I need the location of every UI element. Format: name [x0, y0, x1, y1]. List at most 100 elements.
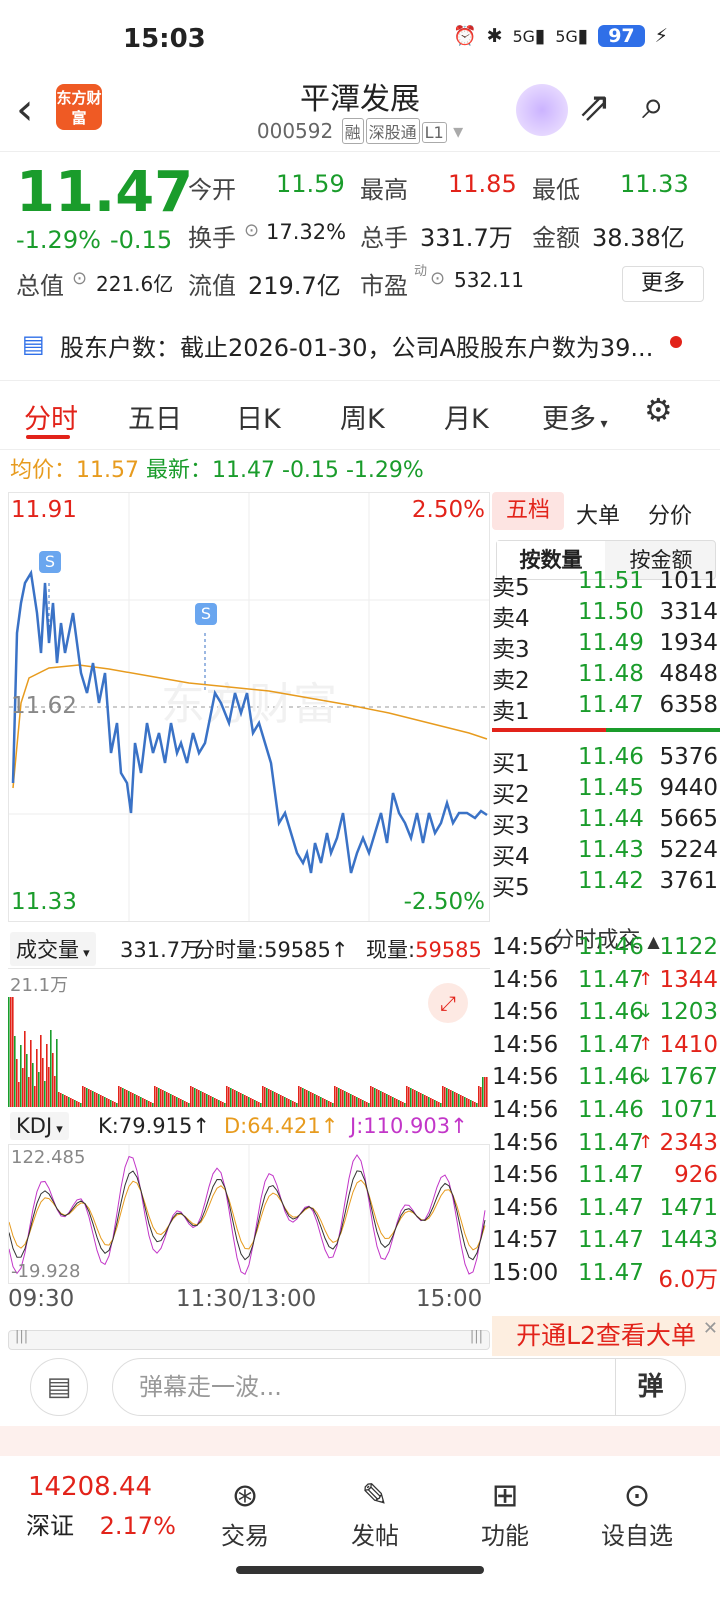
volume-bar	[282, 1096, 284, 1107]
trade-list-header[interactable]: 分时成交 ▲	[552, 928, 660, 953]
nav-post[interactable]: ✎ 发帖	[320, 1476, 430, 1551]
kdj-low: -19.928	[11, 1261, 81, 1282]
grid-icon: ⊞	[491, 1476, 519, 1514]
trade-time: 14:56	[492, 999, 559, 1026]
close-icon[interactable]: ✕	[702, 1318, 718, 1339]
order-level: 卖5	[492, 575, 530, 601]
low-value: 11.33	[620, 170, 689, 198]
volume-bar	[424, 1095, 426, 1107]
volume-bar	[470, 1100, 472, 1107]
low-label: 最低	[532, 176, 580, 204]
volume-bar	[124, 1089, 126, 1107]
volume-bar	[264, 1087, 266, 1107]
order-row: 卖2 11.48 4848	[492, 661, 720, 694]
tab-weekly[interactable]: 周K	[340, 404, 385, 435]
nav-add-watchlist[interactable]: ⊙ 设自选	[582, 1476, 692, 1551]
volume-bar	[166, 1092, 168, 1107]
time-start: 09:30	[8, 1286, 75, 1312]
volume-bar	[398, 1100, 400, 1107]
volume-bar	[50, 1030, 52, 1107]
danmu-settings-icon[interactable]: ▤	[30, 1358, 88, 1416]
volume-bar	[150, 1102, 152, 1107]
bluetooth-icon: ✱	[486, 24, 503, 47]
avg-price-line	[12, 664, 488, 789]
sell-marker-icon[interactable]: S	[39, 551, 61, 573]
tab-big-orders[interactable]: 大单	[576, 504, 621, 529]
volume-bar	[486, 1077, 488, 1107]
order-qty: 3314	[659, 599, 718, 625]
trade-arrow: ↑	[638, 968, 654, 990]
more-button[interactable]: 更多	[622, 266, 704, 302]
tab-monthly[interactable]: 月K	[444, 404, 489, 435]
app-logo: 东方财富	[56, 84, 102, 130]
volume-bar	[268, 1089, 270, 1107]
volume-bar	[354, 1096, 356, 1107]
nav-trade[interactable]: ⊛ 交易	[190, 1476, 300, 1551]
danmu-input[interactable]: 弹幕走一波... 弹	[112, 1358, 686, 1416]
volume-bar	[142, 1098, 144, 1107]
avg-pct: -1.29%	[345, 458, 424, 483]
scroll-handle-left[interactable]: |||	[15, 1329, 29, 1344]
kdj-indicator-select[interactable]: KDJ ▾	[10, 1112, 69, 1140]
danmu-send-button[interactable]: 弹	[615, 1359, 685, 1415]
volume-bar	[52, 1053, 54, 1107]
expand-icon[interactable]: ⤢	[428, 983, 468, 1023]
nav-functions[interactable]: ⊞ 功能	[450, 1476, 560, 1551]
tab-price-dist[interactable]: 分价	[648, 504, 693, 529]
volume-bar	[270, 1090, 272, 1107]
volume-bar	[198, 1090, 200, 1107]
scroll-handle-right[interactable]: |||	[469, 1329, 483, 1344]
trade-arrow: ↑	[638, 1033, 654, 1055]
volume-bar	[102, 1096, 104, 1107]
volume-bar	[22, 1068, 24, 1107]
volume-bar	[386, 1094, 388, 1107]
volume-bar	[28, 1077, 30, 1107]
info-icon[interactable]: ⊙	[72, 268, 88, 289]
volume-bar	[314, 1094, 316, 1107]
info-icon[interactable]: ⊙	[244, 220, 260, 241]
chart-tabs: 分时 五日 日K 周K 月K 更多 ▾ ⚙	[0, 380, 720, 450]
volume-bar	[132, 1093, 134, 1107]
volume-bar	[204, 1093, 206, 1107]
tab-more[interactable]: 更多 ▾	[542, 404, 608, 435]
fs-volume-label: 分时量:	[194, 938, 265, 962]
bid-ask-divider	[492, 728, 720, 732]
sell-marker-icon[interactable]: S	[195, 603, 217, 625]
notice-bar[interactable]: ▤ 股东户数：截止2026-01-30，公司A股股东户数为39...	[0, 320, 720, 380]
volume-bar	[256, 1101, 258, 1107]
order-row: 卖3 11.49 1934	[492, 630, 720, 663]
intraday-chart[interactable]: 东方财富 S S 11.91 2.50% 11.62 11.33 -2.50%	[8, 492, 490, 922]
volume-bar	[54, 1076, 56, 1107]
volume-bar	[320, 1097, 322, 1107]
info-icon[interactable]: ⊙	[430, 268, 446, 289]
order-price: 11.47	[578, 692, 644, 718]
volume-bar	[436, 1101, 438, 1107]
order-level: 买4	[492, 844, 530, 870]
volume-bar	[188, 1103, 190, 1107]
by-quantity-button[interactable]: 按数量	[497, 541, 605, 579]
tab-5day[interactable]: 五日	[128, 404, 182, 435]
volume-bar	[62, 1094, 64, 1107]
search-icon[interactable]: ⌕	[642, 82, 665, 128]
volume-bar	[250, 1098, 252, 1107]
back-icon[interactable]: ‹	[16, 84, 34, 135]
by-amount-button[interactable]: 按金额	[629, 548, 693, 572]
trade-row: 14:56 11.47 1471	[492, 1195, 720, 1228]
chart-scrollbar[interactable]: ||| |||	[8, 1329, 490, 1350]
volume-bar	[230, 1088, 232, 1107]
time-mid: 11:30/13:00	[176, 1286, 317, 1312]
more-icon: ⊙	[623, 1476, 651, 1514]
index-ticker[interactable]: 14208.44 深证 2.17%	[26, 1472, 196, 1541]
l2-upgrade-banner[interactable]: 开通L2查看大单	[492, 1316, 720, 1356]
tab-daily[interactable]: 日K	[236, 404, 281, 435]
volume-indicator-select[interactable]: 成交量 ▾	[10, 932, 96, 966]
volume-bar	[360, 1099, 362, 1107]
settings-gear-icon[interactable]: ⚙	[644, 391, 673, 429]
order-qty: 1934	[659, 630, 718, 656]
volume-bar	[306, 1090, 308, 1107]
volume-bar	[400, 1101, 402, 1107]
tab-five-levels[interactable]: 五档	[492, 492, 565, 530]
tab-intraday[interactable]: 分时	[24, 404, 78, 435]
share-icon[interactable]: ⇗	[578, 84, 612, 130]
assistant-avatar[interactable]	[516, 84, 568, 136]
